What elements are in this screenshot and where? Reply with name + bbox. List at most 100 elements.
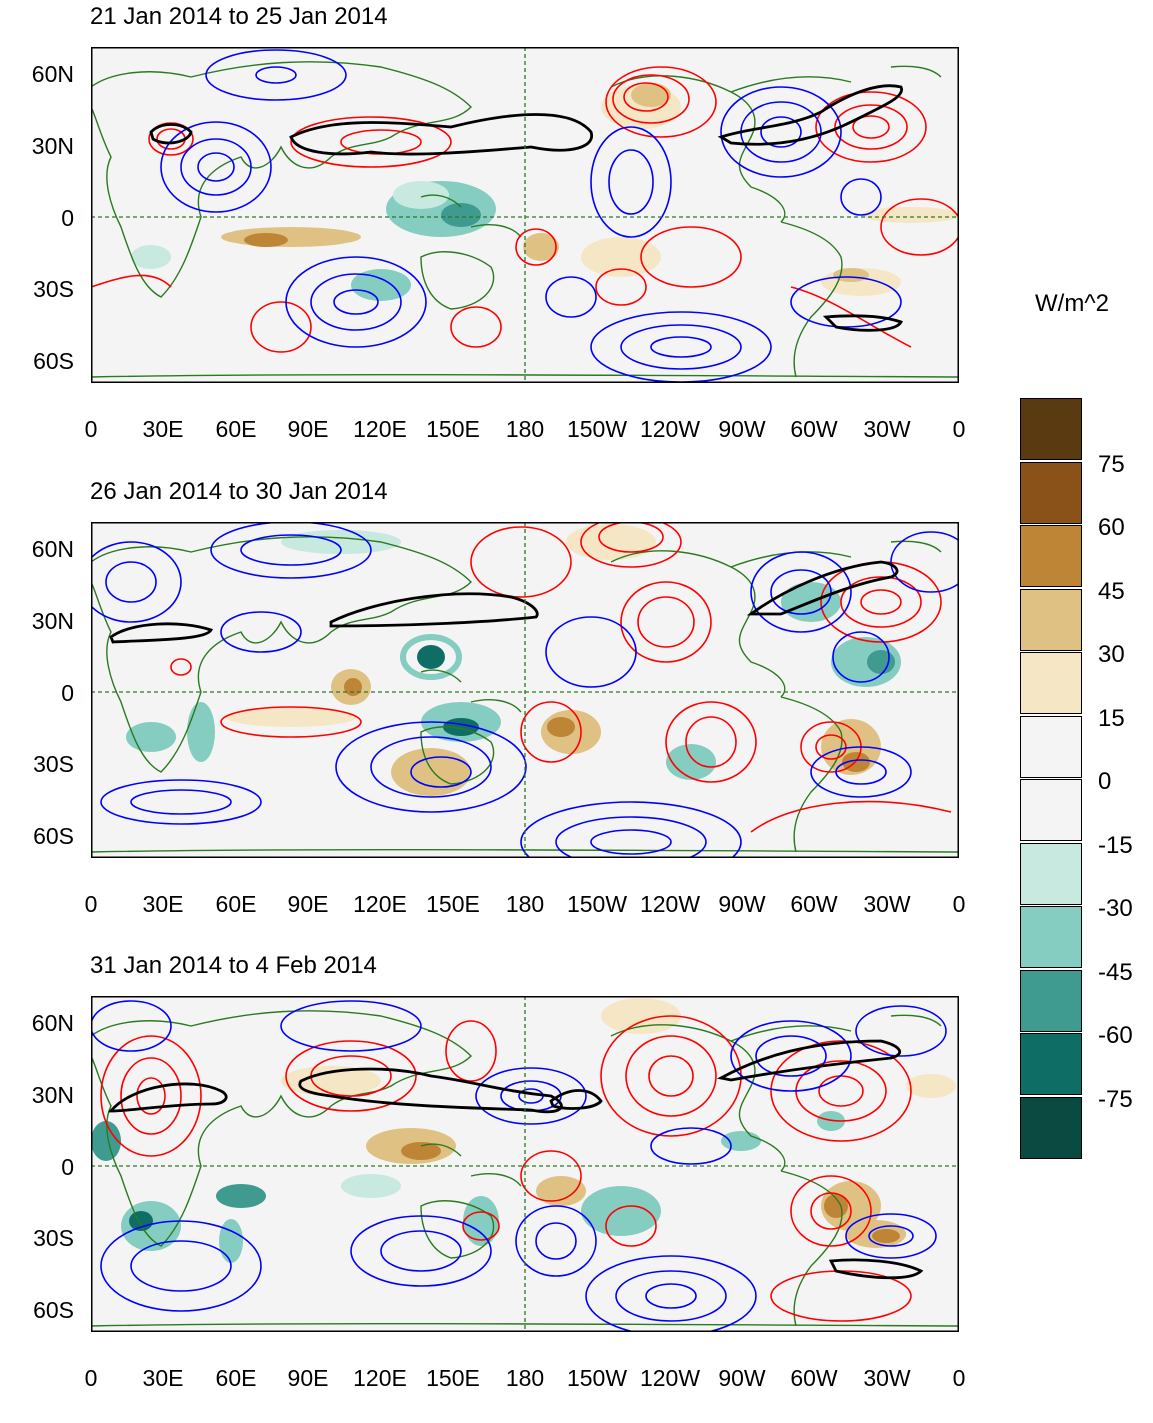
- lon-label: 90W: [718, 891, 766, 917]
- colorbar-label: 75: [1098, 451, 1125, 478]
- lon-label: 30E: [142, 891, 184, 917]
- map-plot: [91, 996, 959, 1332]
- lat-label: 60N: [31, 1010, 74, 1036]
- coastlines: [91, 61, 959, 378]
- lon-label: 60E: [215, 416, 257, 442]
- lon-label: 0: [952, 416, 966, 442]
- lon-label: 60W: [790, 891, 838, 917]
- lat-label: 30S: [33, 1225, 74, 1251]
- lon-label: 30E: [142, 1365, 184, 1391]
- colorbar-label: -75: [1098, 1086, 1133, 1113]
- colorbar-label: -60: [1098, 1022, 1133, 1049]
- panel-3: 31 Jan 2014 to 4 Feb 2014: [0, 953, 1000, 1423]
- lon-label: 150E: [426, 416, 480, 442]
- lat-label: 30N: [31, 608, 74, 634]
- positive-contours: [91, 66, 959, 353]
- lon-label: 120E: [353, 416, 407, 442]
- lon-label: 0: [84, 416, 98, 442]
- lon-label: 60E: [215, 1365, 257, 1391]
- colorbar-label: 45: [1098, 578, 1125, 605]
- lat-label: 60S: [33, 823, 74, 849]
- map-frame: [91, 47, 959, 383]
- colorbar-box: [1020, 969, 1082, 1032]
- map-plot: [91, 47, 959, 383]
- colorbar-box: [1020, 842, 1082, 905]
- panel-title: 31 Jan 2014 to 4 Feb 2014: [90, 952, 377, 979]
- negative-contours: [91, 1000, 947, 1332]
- positive-contours: [170, 522, 952, 833]
- lat-label: 60S: [33, 348, 74, 374]
- lat-label: 30N: [31, 133, 74, 159]
- colorbar-box: [1020, 1096, 1082, 1159]
- lat-label: 60S: [33, 1297, 74, 1323]
- lat-label: 30S: [33, 276, 74, 302]
- lon-label: 60W: [790, 1365, 838, 1391]
- olr-anomaly-shading: [126, 524, 901, 796]
- reference-lines: [91, 996, 959, 1332]
- lon-label: 60W: [790, 416, 838, 442]
- reference-lines: [91, 522, 959, 858]
- lon-label: 30W: [863, 416, 911, 442]
- lon-label: 0: [84, 1365, 98, 1391]
- lon-label: 0: [84, 891, 98, 917]
- lon-label: 150W: [566, 1365, 628, 1391]
- map-frame: [91, 996, 959, 1332]
- negative-contours: [91, 522, 959, 858]
- lon-label: 150W: [566, 416, 628, 442]
- colorbar-box: [1020, 398, 1082, 460]
- lon-label: 0: [952, 891, 966, 917]
- lon-label: 150E: [426, 1365, 480, 1391]
- lat-label: 0: [61, 205, 74, 231]
- lon-label: 30W: [863, 1365, 911, 1391]
- colorbar-label: -30: [1098, 895, 1133, 922]
- reference-lines: [91, 47, 959, 383]
- panel-1: 21 Jan 2014 to 25 Jan 2014: [0, 4, 1000, 474]
- lon-label: 60E: [215, 891, 257, 917]
- colorbar-box: [1020, 715, 1082, 778]
- colorbar-units: W/m^2: [1035, 290, 1109, 317]
- colorbar-box: [1020, 779, 1082, 841]
- lon-label: 150W: [566, 891, 628, 917]
- lat-label: 60N: [31, 61, 74, 87]
- lon-label: 120W: [639, 416, 701, 442]
- lon-label: 180: [505, 416, 545, 442]
- colorbar-box: [1020, 1033, 1082, 1095]
- lon-label: 90E: [287, 891, 329, 917]
- colorbar-label: 30: [1098, 641, 1125, 668]
- colorbar-box: [1020, 652, 1082, 714]
- lon-label: 150E: [426, 891, 480, 917]
- lon-label: 0: [952, 1365, 966, 1391]
- jet-contours: [109, 560, 899, 644]
- colorbar-box: [1020, 906, 1082, 968]
- lon-label: 90E: [287, 416, 329, 442]
- colorbar-box: [1020, 461, 1082, 524]
- lon-label: 180: [505, 891, 545, 917]
- lon-label: 30W: [863, 891, 911, 917]
- jet-contours: [108, 1039, 924, 1280]
- lon-label: 30E: [142, 416, 184, 442]
- lon-label: 180: [505, 1365, 545, 1391]
- lon-label: 120E: [353, 891, 407, 917]
- lat-label: 30S: [33, 751, 74, 777]
- jet-contours: [149, 84, 903, 332]
- coastlines: [91, 1010, 959, 1327]
- colorbar-label: -45: [1098, 959, 1133, 986]
- map-plot: [91, 522, 959, 858]
- lon-label: 120E: [353, 1365, 407, 1391]
- lon-label: 120W: [639, 891, 701, 917]
- coastlines: [91, 536, 959, 853]
- map-frame: [91, 522, 959, 858]
- lat-label: 0: [61, 680, 74, 706]
- panel-title: 26 Jan 2014 to 30 Jan 2014: [90, 478, 388, 505]
- positive-contours: [100, 1015, 912, 1322]
- colorbar-label: 60: [1098, 514, 1125, 541]
- lon-label: 90E: [287, 1365, 329, 1391]
- lat-label: 60N: [31, 536, 74, 562]
- lon-label: 90W: [718, 416, 766, 442]
- lon-label: 90W: [718, 1365, 766, 1391]
- colorbar-label: -15: [1098, 832, 1133, 859]
- lat-label: 0: [61, 1154, 74, 1180]
- lat-label: 30N: [31, 1082, 74, 1108]
- panel-2: 26 Jan 2014 to 30 Jan 2014: [0, 479, 1000, 949]
- colorbar-box: [1020, 588, 1082, 651]
